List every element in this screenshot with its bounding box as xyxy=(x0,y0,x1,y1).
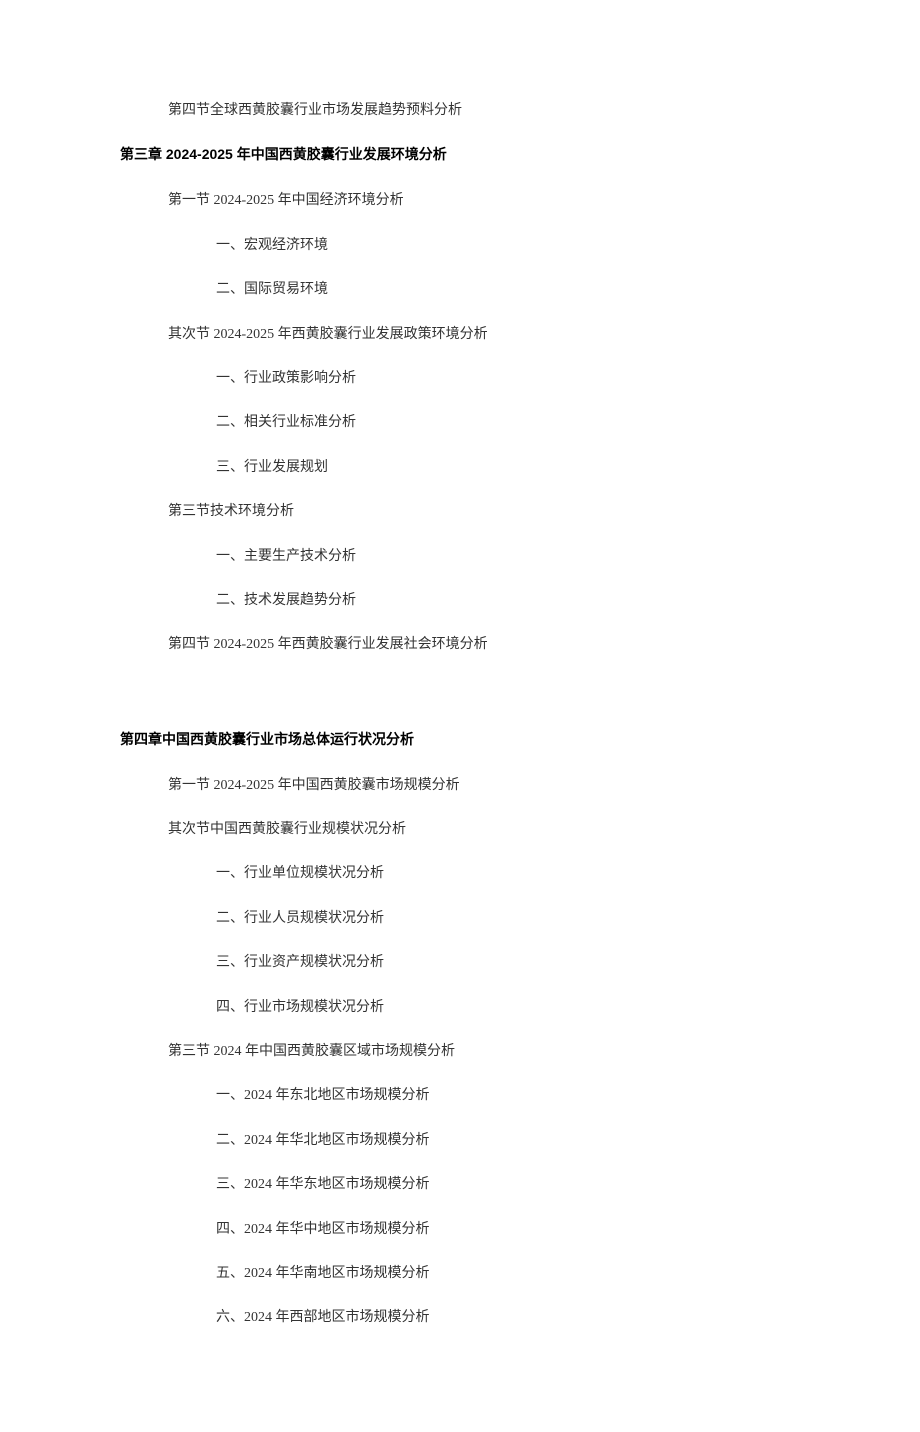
toc-item-line: 五、2024 年华南地区市场规模分析 xyxy=(120,1263,800,1285)
toc-section-line: 第三节技术环境分析 xyxy=(120,501,800,523)
toc-item-line: 一、行业政策影响分析 xyxy=(120,368,800,390)
toc-section-line: 其次节 2024-2025 年西黄胶囊行业发展政策环境分析 xyxy=(120,324,800,346)
toc-item-line: 一、2024 年东北地区市场规模分析 xyxy=(120,1085,800,1107)
toc-item-line: 二、行业人员规模状况分析 xyxy=(120,908,800,930)
toc-item-line: 一、宏观经济环境 xyxy=(120,235,800,257)
toc-section-line: 第四节 2024-2025 年西黄胶囊行业发展社会环境分析 xyxy=(120,634,800,656)
toc-item-line: 一、行业单位规模状况分析 xyxy=(120,863,800,885)
toc-item-line: 二、相关行业标准分析 xyxy=(120,412,800,434)
toc-item-line: 三、2024 年华东地区市场规模分析 xyxy=(120,1174,800,1196)
toc-section-line: 其次节中国西黄胶囊行业规模状况分析 xyxy=(120,819,800,841)
toc-item-line: 三、行业资产规模状况分析 xyxy=(120,952,800,974)
toc-item-line: 四、2024 年华中地区市场规模分析 xyxy=(120,1219,800,1241)
toc-item-line: 二、技术发展趋势分析 xyxy=(120,590,800,612)
toc-item-line: 四、行业市场规模状况分析 xyxy=(120,997,800,1019)
toc-section-line: 第三节 2024 年中国西黄胶囊区域市场规模分析 xyxy=(120,1041,800,1063)
chapter-heading: 第三章 2024-2025 年中国西黄胶囊行业发展环境分析 xyxy=(120,144,800,164)
toc-item-line: 二、2024 年华北地区市场规模分析 xyxy=(120,1130,800,1152)
section-gap xyxy=(120,679,800,719)
document-page: 第四节全球西黄胶囊行业市场发展趋势预料分析 第三章 2024-2025 年中国西… xyxy=(0,0,920,1432)
toc-item-line: 三、行业发展规划 xyxy=(120,457,800,479)
toc-section-line: 第一节 2024-2025 年中国经济环境分析 xyxy=(120,190,800,212)
toc-section-line: 第一节 2024-2025 年中国西黄胶囊市场规模分析 xyxy=(120,775,800,797)
toc-section-line: 第四节全球西黄胶囊行业市场发展趋势预料分析 xyxy=(120,100,800,122)
toc-item-line: 六、2024 年西部地区市场规模分析 xyxy=(120,1307,800,1329)
chapter-heading: 第四章中国西黄胶囊行业市场总体运行状况分析 xyxy=(120,729,800,749)
toc-item-line: 一、主要生产技术分析 xyxy=(120,546,800,568)
toc-item-line: 二、国际贸易环境 xyxy=(120,279,800,301)
